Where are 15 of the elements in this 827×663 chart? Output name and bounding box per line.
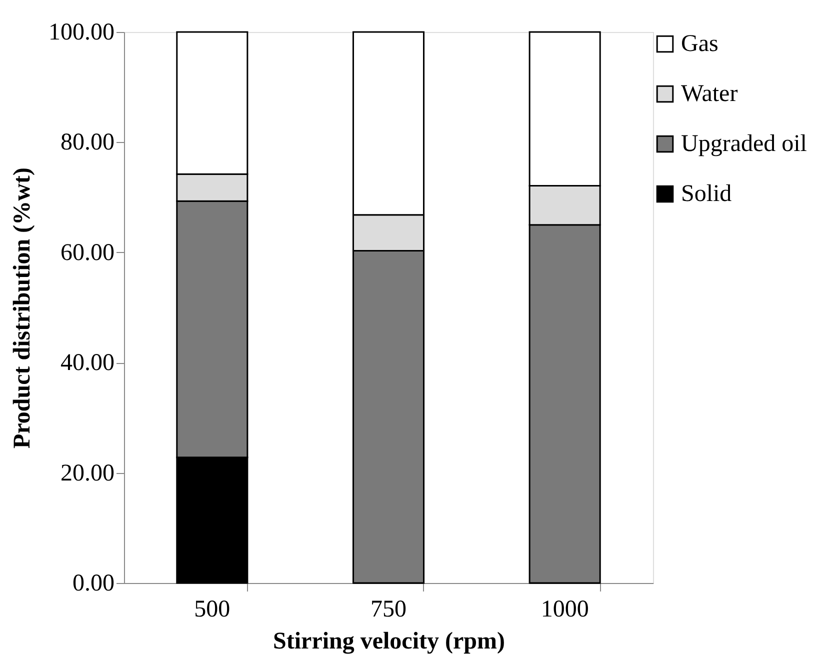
legend-label: Solid	[681, 181, 732, 207]
y-tick-label: 60.00	[60, 240, 114, 266]
y-tick-label: 0.00	[72, 570, 114, 596]
legend-label: Gas	[681, 31, 718, 57]
legend-label: Water	[681, 81, 738, 107]
x-tick-label: 750	[370, 596, 406, 622]
y-tick-label: 100.00	[48, 20, 114, 46]
y-axis-title: Product distribution (%wt)	[10, 168, 36, 448]
legend-label: Upgraded oil	[681, 131, 808, 157]
y-tick-label: 80.00	[60, 130, 114, 156]
y-tick-label: 20.00	[60, 460, 114, 486]
x-tick-label: 1000	[540, 596, 589, 622]
x-tick-label: 500	[194, 596, 230, 622]
x-axis-title: Stirring velocity (rpm)	[273, 628, 505, 654]
y-tick-label: 40.00	[60, 350, 114, 376]
